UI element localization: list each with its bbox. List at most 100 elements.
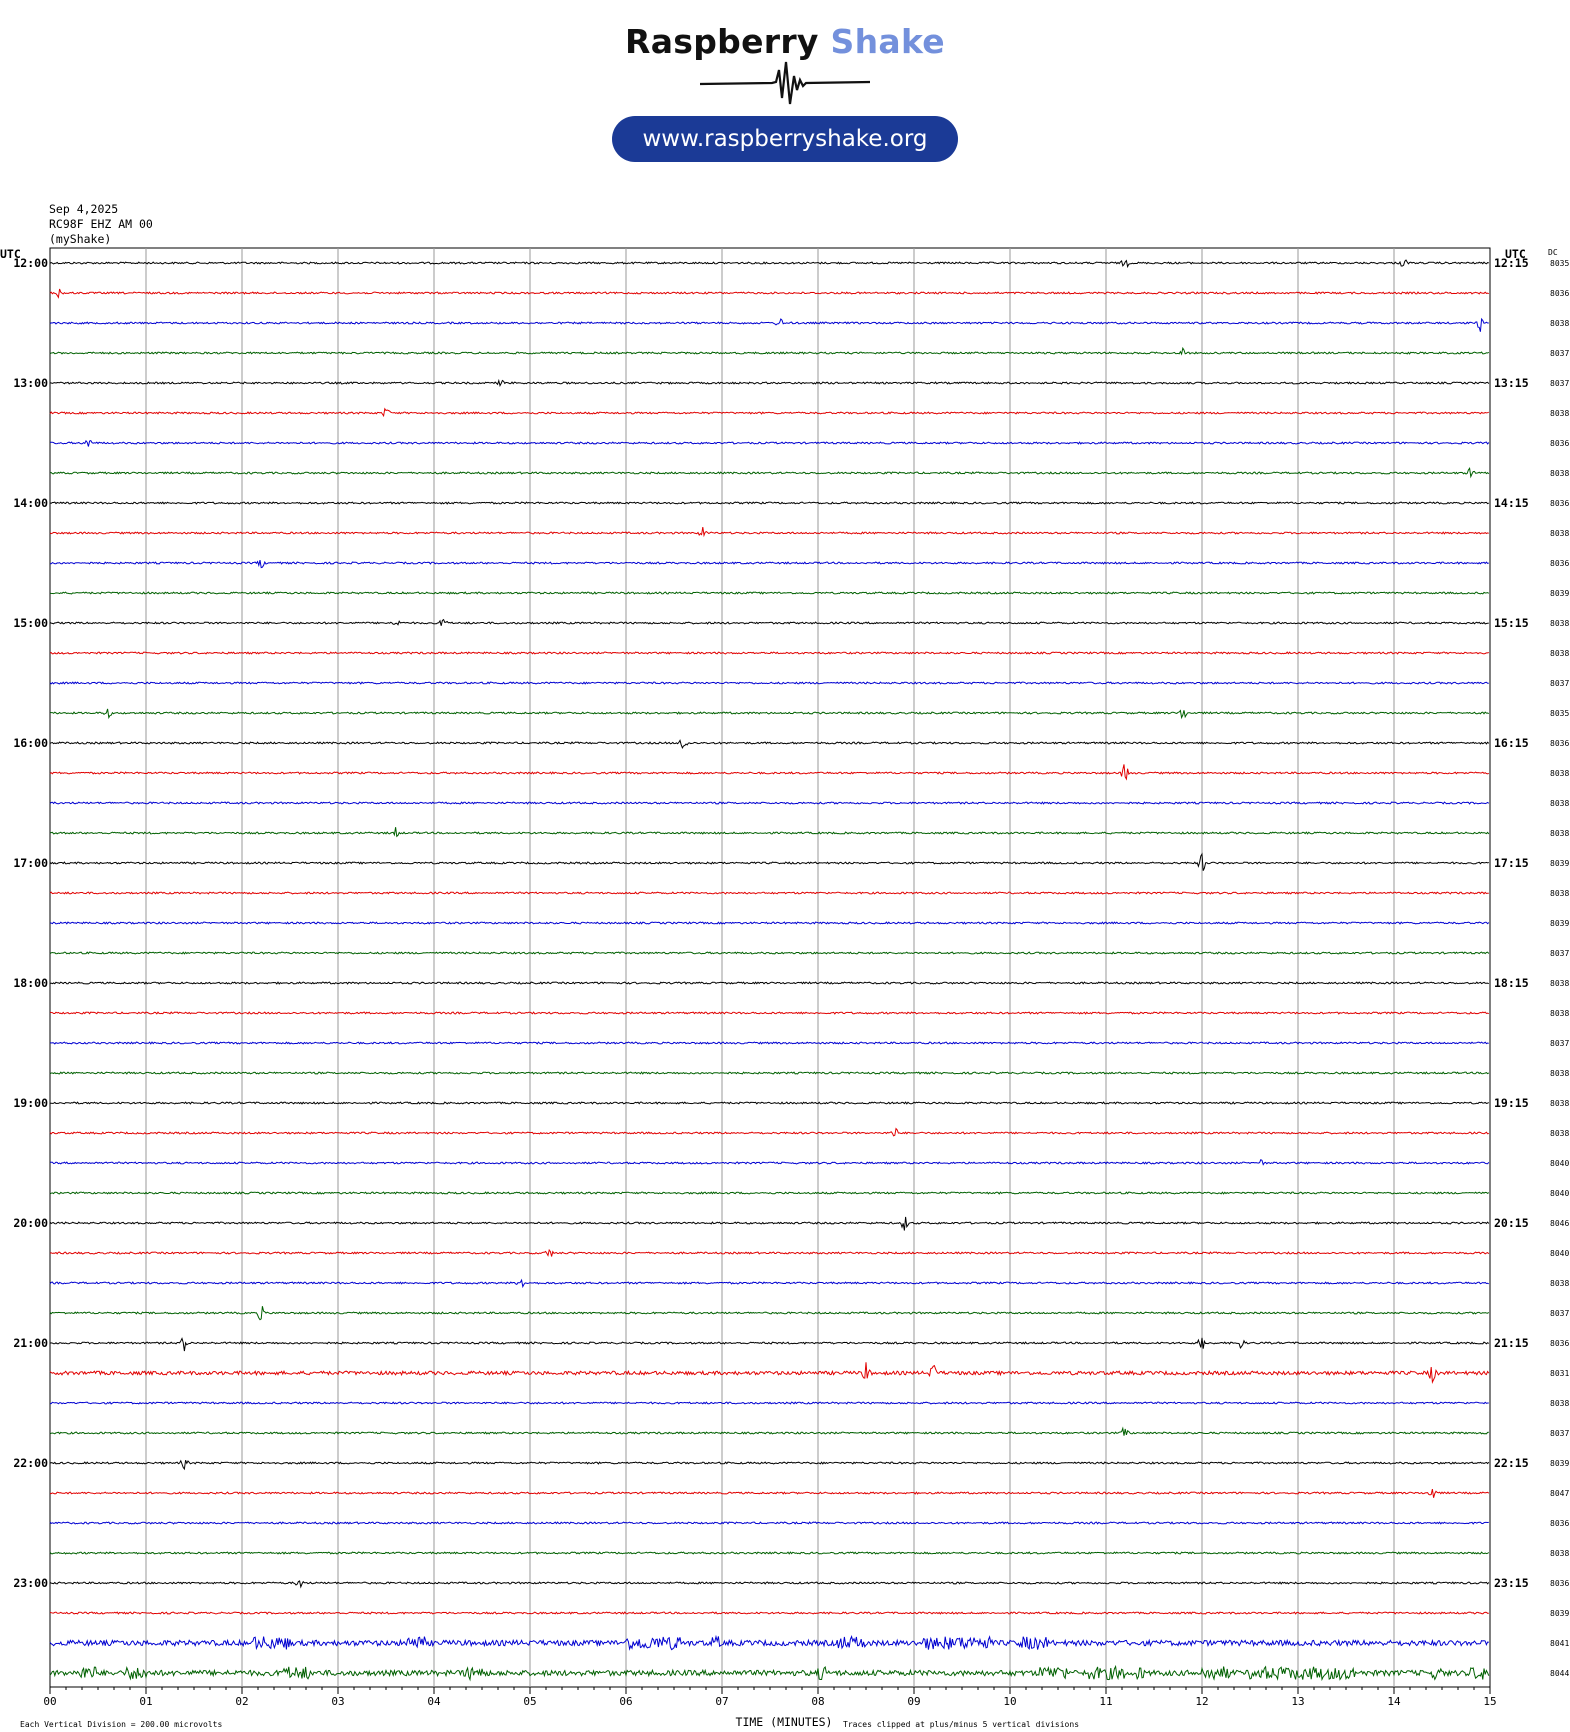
dc-offset-label: 8037 [1550,949,1569,958]
x-tick-label: 11 [1099,1695,1112,1708]
x-axis-title: TIME (MINUTES) [736,1715,833,1729]
left-time-label: 14:00 [13,496,48,510]
trace-row [49,1426,1489,1436]
x-tick-label: 06 [619,1695,632,1708]
trace-row [49,1041,1489,1045]
left-time-label: 19:00 [13,1096,48,1110]
trace-row [49,501,1489,505]
left-time-label: 12:00 [13,256,48,270]
brand-word-raspberry: Raspberry [625,22,819,61]
right-time-label: 17:15 [1494,856,1529,870]
dc-offset-label: 8037 [1550,1309,1569,1318]
header-info: Sep 4,2025 RC98F EHZ AM 00 (myShake) [49,202,153,247]
x-tick-label: 08 [811,1695,824,1708]
dc-offset-label: 8037 [1550,1429,1569,1438]
trace-row [49,1634,1489,1651]
right-axis-title: UTC [1505,247,1526,261]
dc-offset-label: 8038 [1550,1549,1569,1558]
trace-row [49,1580,1490,1589]
dc-offset-label: 8038 [1550,1279,1569,1288]
dc-offset-label: 8037 [1550,1039,1569,1048]
dc-column-title: DC [1548,248,1558,257]
x-tick-label: 15 [1483,1695,1496,1708]
right-time-label: 12:15 [1494,256,1529,270]
dc-offset-label: 8038 [1550,319,1569,328]
dc-offset-label: 8036 [1550,289,1569,298]
right-time-label: 22:15 [1494,1456,1529,1470]
trace-row [49,1101,1489,1105]
trace-row [49,317,1489,332]
trace-row [49,921,1490,925]
trace-row [49,1459,1490,1471]
dc-offset-label: 8038 [1550,529,1569,538]
trace-row [49,288,1490,299]
dc-offset-label: 8036 [1550,559,1569,568]
dc-offset-label: 8031 [1550,1369,1569,1378]
x-tick-label: 12 [1195,1695,1208,1708]
seismic-wave-logo-icon [700,61,870,105]
dc-offset-label: 8038 [1550,1399,1569,1408]
header-date: Sep 4,2025 [49,202,119,216]
trace-row [49,1248,1490,1257]
x-tick-label: 10 [1003,1695,1016,1708]
trace-row [49,1611,1489,1615]
trace-row [49,527,1489,538]
dc-offset-label: 8037 [1550,679,1569,688]
trace-row [49,651,1489,655]
dc-offset-label: 8038 [1550,1069,1569,1078]
dc-offset-label: 8038 [1550,1099,1569,1108]
trace-row [49,1159,1490,1166]
seismic-traces [49,259,1490,1682]
trace-row [49,259,1489,269]
brand-word-shake: Shake [830,22,945,61]
right-time-label: 18:15 [1494,976,1529,990]
right-time-label: 15:15 [1494,616,1529,630]
dc-offset-label: 8036 [1550,439,1569,448]
dc-offset-label: 8044 [1550,1669,1569,1678]
dc-offset-label: 8038 [1550,409,1569,418]
trace-row [49,1551,1490,1555]
trace-row [49,891,1489,895]
trace-row [49,618,1489,626]
trace-row [49,378,1490,387]
x-tick-label: 02 [235,1695,248,1708]
trace-row [49,591,1490,595]
dc-offset-label: 8035 [1550,259,1569,268]
header-station: RC98F EHZ AM 00 [49,217,153,231]
plot-grid [49,247,1491,1694]
dc-offset-label: 8035 [1550,709,1569,718]
x-tick-label: 13 [1291,1695,1304,1708]
trace-row [49,801,1490,805]
dc-offset-label: 8038 [1550,769,1569,778]
dc-offset-label: 8038 [1550,829,1569,838]
dc-offset-label: 8038 [1550,469,1569,478]
footer-scale-note: Each Vertical Division = 200.00 microvol… [20,1720,222,1729]
dc-offset-label: 8039 [1550,1459,1569,1468]
right-time-label: 14:15 [1494,496,1529,510]
x-tick-label: 05 [523,1695,536,1708]
dc-offset-label: 8040 [1550,1189,1569,1198]
left-axis-title: UTC [0,247,21,261]
trace-row [49,708,1490,720]
x-tick-label: 03 [331,1695,344,1708]
dc-offset-label: 8036 [1550,499,1569,508]
left-time-label: 21:00 [13,1336,48,1350]
right-time-label: 16:15 [1494,736,1529,750]
dc-offset-label: 8036 [1550,739,1569,748]
axis-labels: UTC UTC DC TIME (MINUTES) Each Vertical … [0,247,1569,1729]
brand-name: Raspberry Shake [0,22,1570,61]
dc-offset-label: 8038 [1550,889,1569,898]
dc-offset-label: 8036 [1550,1579,1569,1588]
trace-row [49,951,1490,955]
trace-row [49,1488,1490,1498]
right-time-label: 13:15 [1494,376,1529,390]
footer-clip-note: Traces clipped at plus/minus 5 vertical … [843,1720,1079,1729]
trace-row [49,827,1490,838]
dc-offset-label: 8038 [1550,649,1569,658]
dc-offset-label: 8039 [1550,1609,1569,1618]
header-owner: (myShake) [49,232,112,246]
website-url-badge[interactable]: www.raspberryshake.org [612,116,958,162]
left-time-label: 22:00 [13,1456,48,1470]
trace-row [50,559,1489,569]
trace-row [49,1278,1489,1289]
